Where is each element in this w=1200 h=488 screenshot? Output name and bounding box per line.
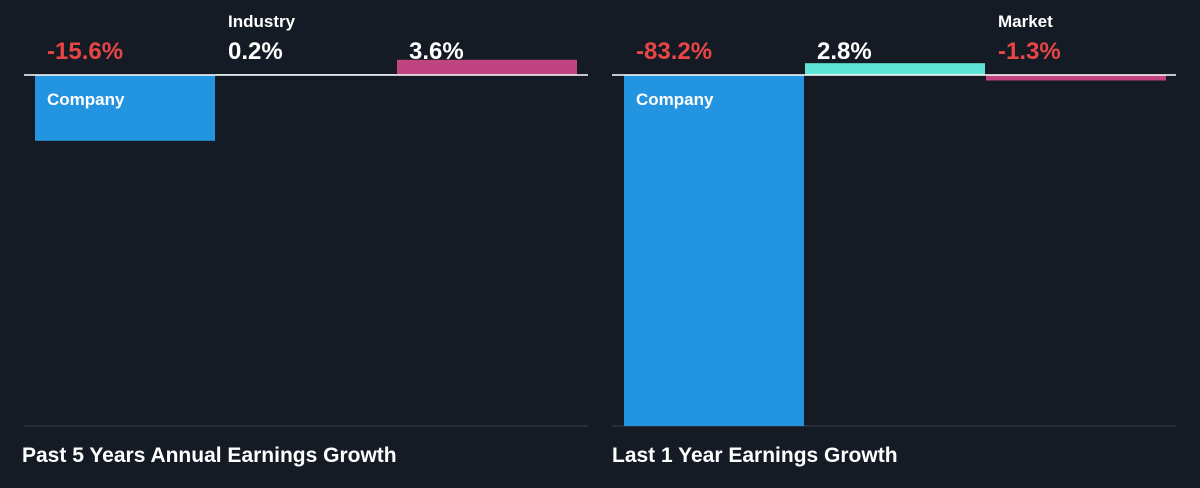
chart-1-value-label-company: -83.2% [636, 38, 712, 65]
chart-1-bar-company [624, 75, 804, 426]
chart-0-value-label-market: 3.6% [409, 38, 464, 65]
chart-0-bar-market [397, 59, 577, 75]
chart-0-bar-company [35, 75, 215, 141]
chart-1-series-label-company: Company [636, 90, 714, 109]
chart-0-series-label-industry: Industry [228, 12, 296, 31]
chart-1-value-label-industry: 2.8% [817, 38, 872, 65]
chart-0-value-label-company: -15.6% [47, 38, 123, 65]
chart-1-bar-market [986, 75, 1166, 81]
chart-1-series-label-market: Market [998, 12, 1053, 31]
chart-1-bar-industry [805, 63, 985, 75]
chart-title-last-1-year: Last 1 Year Earnings Growth [612, 444, 898, 467]
chart-0-value-label-industry: 0.2% [228, 38, 283, 65]
chart-title-past-5-years: Past 5 Years Annual Earnings Growth [22, 444, 397, 467]
chart-0-series-label-company: Company [47, 90, 125, 109]
chart-1-value-label-market: -1.3% [998, 38, 1061, 65]
